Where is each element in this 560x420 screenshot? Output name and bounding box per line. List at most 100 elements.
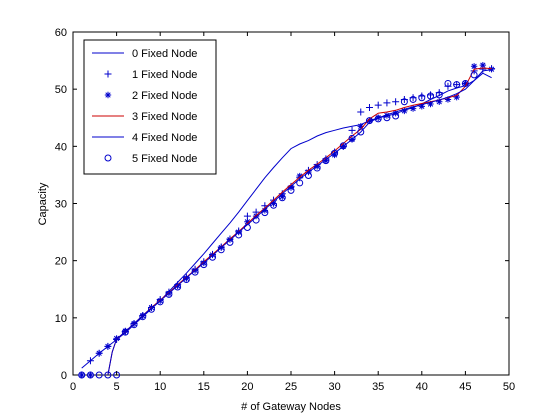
axis-ticks: 0 5 10 15 20 25 30 35 40 45 50 0 10 20 30 40 50 60 <box>55 27 515 393</box>
data-point <box>392 98 400 106</box>
data-point <box>174 283 182 291</box>
x-tick-label: 25 <box>285 381 297 393</box>
series-5 <box>78 71 478 379</box>
legend-box <box>83 39 217 175</box>
data-point <box>453 81 461 89</box>
legend-label: 1 Fixed Node <box>132 69 197 81</box>
data-point <box>348 134 356 142</box>
x-tick-label: 10 <box>154 381 166 393</box>
data-point <box>78 371 86 379</box>
data-point <box>156 298 164 306</box>
legend-marker-swatch <box>104 91 112 99</box>
data-point <box>392 112 400 120</box>
data-point <box>244 218 251 225</box>
legend-label: 0 Fixed Node <box>132 48 197 60</box>
legend-item: 0 Fixed Node <box>92 48 197 60</box>
x-tick-label: 5 <box>114 381 120 393</box>
data-point <box>409 105 417 112</box>
data-point <box>418 103 425 110</box>
data-point <box>435 91 443 99</box>
data-point <box>121 328 129 336</box>
series-layer <box>78 61 496 379</box>
data-point <box>331 149 339 157</box>
data-point <box>304 171 312 179</box>
data-point <box>383 112 391 119</box>
y-tick-label: 60 <box>55 27 67 39</box>
legend-marker-swatch <box>104 154 112 162</box>
data-point <box>470 63 478 70</box>
data-point <box>462 80 469 87</box>
y-axis-label: Capacity <box>37 182 49 225</box>
data-point <box>479 61 487 69</box>
data-point <box>488 65 495 73</box>
data-point <box>436 98 443 105</box>
y-tick-label: 20 <box>55 256 67 268</box>
data-point <box>86 371 94 379</box>
data-point <box>270 201 278 209</box>
legend-item: 3 Fixed Node <box>92 111 197 123</box>
data-point <box>209 253 217 261</box>
data-point <box>357 123 364 130</box>
legend-label: 2 Fixed Node <box>132 90 197 102</box>
data-point <box>401 107 408 115</box>
data-point <box>235 231 243 239</box>
data-point <box>322 157 330 164</box>
series-4 <box>107 69 492 376</box>
data-point <box>226 238 234 246</box>
data-point <box>366 117 373 124</box>
x-tick-label: 15 <box>198 381 210 393</box>
legend-label: 5 Fixed Node <box>132 153 197 165</box>
data-point <box>348 126 356 134</box>
data-point <box>331 151 338 159</box>
legend: 0 Fixed Node 1 Fixed Node 2 Fixed Node 3 Fi… <box>83 39 217 175</box>
data-point <box>78 371 85 379</box>
x-axis-label: # of Gateway Nodes <box>241 401 341 413</box>
data-point <box>279 193 286 200</box>
data-point <box>130 321 138 329</box>
data-point <box>453 81 461 89</box>
data-point <box>252 216 260 224</box>
series-line <box>107 69 492 376</box>
data-point <box>444 96 452 103</box>
x-tick-label: 35 <box>372 381 384 393</box>
y-tick-label: 50 <box>55 84 67 96</box>
data-point <box>217 246 225 254</box>
data-point <box>374 101 382 109</box>
data-point <box>427 100 434 108</box>
data-point <box>139 313 147 321</box>
x-tick-label: 30 <box>328 381 340 393</box>
data-point <box>357 128 365 136</box>
data-point <box>261 209 269 217</box>
data-point <box>95 371 103 379</box>
data-point <box>191 268 199 276</box>
data-point <box>322 157 330 165</box>
data-point <box>339 142 347 150</box>
y-tick-label: 10 <box>55 313 67 325</box>
data-point <box>365 103 373 111</box>
data-point <box>427 92 435 100</box>
data-point <box>383 114 391 122</box>
data-point <box>296 172 303 180</box>
data-point <box>470 71 478 79</box>
data-point <box>243 212 251 220</box>
data-point <box>418 94 426 102</box>
data-point <box>357 108 365 116</box>
legend-label: 4 Fixed Node <box>132 132 197 144</box>
data-point <box>313 164 321 172</box>
legend-label: 3 Fixed Node <box>132 111 197 123</box>
data-point <box>409 95 417 103</box>
y-tick-label: 0 <box>61 370 67 382</box>
data-point <box>87 371 94 379</box>
data-point <box>444 79 452 87</box>
x-tick-label: 20 <box>241 381 253 393</box>
data-point <box>374 115 382 123</box>
data-point <box>86 357 94 365</box>
legend-item: 1 Fixed Node <box>104 69 197 81</box>
data-point <box>453 93 460 101</box>
data-point <box>165 290 173 298</box>
legend-marker-swatch <box>104 70 112 78</box>
legend-item: 5 Fixed Node <box>104 153 197 165</box>
legend-item: 2 Fixed Node <box>104 90 197 102</box>
data-point <box>261 207 269 214</box>
